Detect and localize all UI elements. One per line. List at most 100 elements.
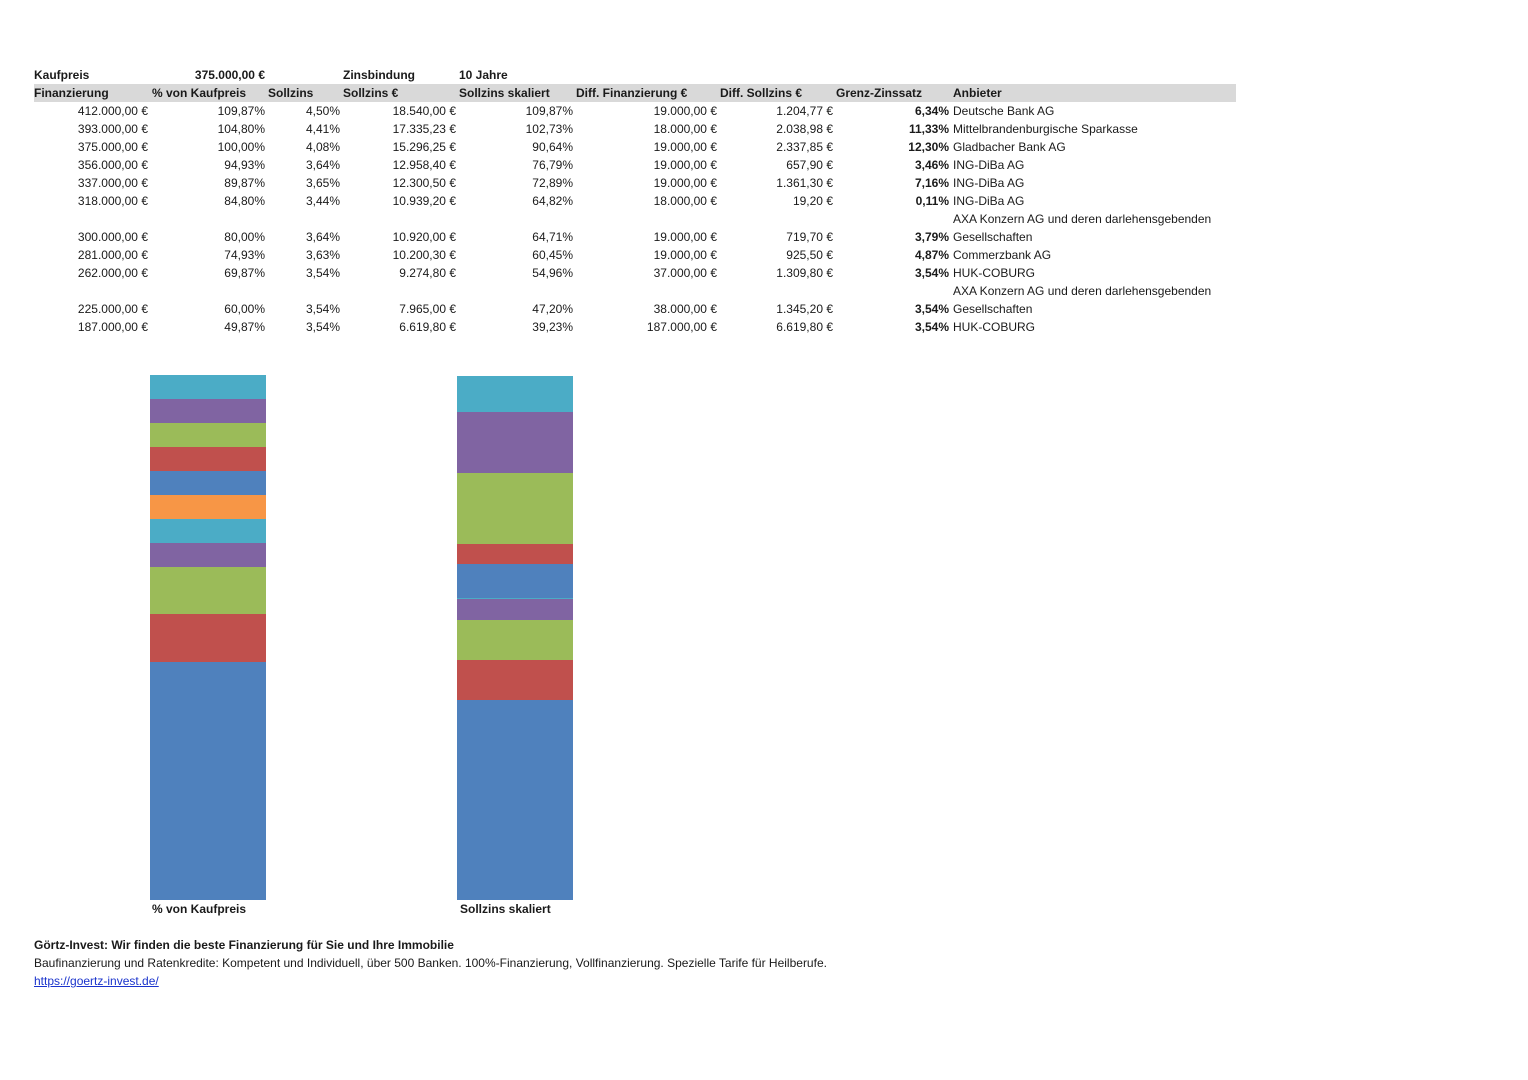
cell-pct-kaufpreis: 94,93% [224,158,265,172]
spreadsheet: Kaufpreis 375.000,00 € Zinsbindung 10 Ja… [34,66,1236,336]
table-row: 337.000,00 € 89,87% 3,65% 12.300,50 € 72… [34,174,1236,192]
table-row: 412.000,00 € 109,87% 4,50% 18.540,00 € 1… [34,102,1236,120]
header-diff-sollzins: Diff. Sollzins € [720,86,803,100]
cell-diff-sollzins: 1.361,30 € [776,176,833,190]
cell-anbieter: Mittelbrandenburgische Sparkasse [953,122,1138,136]
cell-grenz-zinssatz: 3,54% [914,266,949,280]
cell-finanzierung: 225.000,00 € [77,302,148,316]
cell-pct-kaufpreis: 80,00% [224,230,265,244]
bar-segment [457,597,573,599]
table-row-wrap-line: AXA Konzern AG und deren darlehensgebend… [34,210,1236,228]
summary-row: Kaufpreis 375.000,00 € Zinsbindung 10 Ja… [34,66,1236,84]
bar-segment [150,494,266,520]
cell-diff-sollzins: 657,90 € [786,158,833,172]
header-finanzierung: Finanzierung [34,86,109,100]
cell-anbieter: ING-DiBa AG [953,194,1025,208]
cell-anbieter: Commerzbank AG [953,248,1052,262]
bar-segment [457,376,573,413]
cell-finanzierung: 300.000,00 € [77,230,148,244]
cell-anbieter-line1: AXA Konzern AG und deren darlehensgebend… [953,212,1212,226]
cell-finanzierung: 187.000,00 € [77,320,148,334]
cell-diff-finanzierung: 37.000,00 € [653,266,717,280]
cell-sollzins: 3,44% [305,194,340,208]
header-sollzins-eur: Sollzins € [343,86,399,100]
bar-segment [457,412,573,474]
cell-anbieter: Gesellschaften [953,230,1033,244]
cell-sollzins: 3,54% [305,320,340,334]
cell-pct-kaufpreis: 109,87% [217,104,265,118]
cell-diff-finanzierung: 187.000,00 € [646,320,717,334]
cell-grenz-zinssatz: 4,87% [914,248,949,262]
cell-diff-finanzierung: 19.000,00 € [653,248,717,262]
cell-anbieter: ING-DiBa AG [953,176,1025,190]
bar-segment [150,423,266,448]
cell-sollzins: 3,54% [305,266,340,280]
cell-sollzins-eur: 15.296,25 € [392,140,456,154]
cell-anbieter: HUK-COBURG [953,266,1036,280]
cell-grenz-zinssatz: 11,33% [908,122,949,136]
header-grenz-zinssatz: Grenz-Zinssatz [836,86,923,100]
bar-segment [457,473,573,544]
cell-diff-finanzierung: 19.000,00 € [653,230,717,244]
cell-finanzierung: 318.000,00 € [77,194,148,208]
footer-title: Görtz-Invest: Wir finden die beste Finan… [34,938,454,952]
header-anbieter: Anbieter [953,86,1002,100]
stacked-bar-pct-kaufpreis [150,375,266,900]
cell-diff-finanzierung: 38.000,00 € [653,302,717,316]
cell-finanzierung: 262.000,00 € [77,266,148,280]
cell-sollzins: 4,41% [305,122,340,136]
table-row: 281.000,00 € 74,93% 3,63% 10.200,30 € 60… [34,246,1236,264]
cell-sollzins: 3,64% [305,230,340,244]
cell-grenz-zinssatz: 3,54% [914,320,949,334]
cell-anbieter: Gladbacher Bank AG [953,140,1066,154]
kaufpreis-value: 375.000,00 € [194,68,265,82]
cell-diff-sollzins: 2.337,85 € [776,140,833,154]
table-row: 225.000,00 € 60,00% 3,54% 7.965,00 € 47,… [34,300,1236,318]
cell-sollzins-eur: 18.540,00 € [392,104,456,118]
cell-sollzins-skaliert: 109,87% [525,104,573,118]
bar-segment [457,700,573,900]
cell-sollzins-eur: 12.958,40 € [392,158,456,172]
cell-diff-finanzierung: 19.000,00 € [653,140,717,154]
bar-segment [457,543,573,564]
header-diff-finanzierung: Diff. Finanzierung € [576,86,688,100]
bar-segment [150,375,266,399]
cell-diff-sollzins: 6.619,80 € [776,320,833,334]
kaufpreis-label: Kaufpreis [34,68,90,82]
cell-sollzins-eur: 7.965,00 € [399,302,456,316]
cell-finanzierung: 356.000,00 € [77,158,148,172]
table-row: 300.000,00 € 80,00% 3,64% 10.920,00 € 64… [34,228,1236,246]
cell-sollzins: 4,08% [305,140,340,154]
bar-segment [457,620,573,660]
cell-anbieter-line1: AXA Konzern AG und deren darlehensgebend… [953,284,1212,298]
cell-sollzins-skaliert: 90,64% [532,140,573,154]
cell-diff-sollzins: 1.345,20 € [776,302,833,316]
cell-grenz-zinssatz: 6,34% [914,104,949,118]
bar-segment [150,662,266,900]
cell-sollzins-eur: 6.619,80 € [399,320,456,334]
cell-sollzins: 3,64% [305,158,340,172]
cell-pct-kaufpreis: 74,93% [224,248,265,262]
cell-sollzins-skaliert: 54,96% [532,266,573,280]
cell-anbieter: ING-DiBa AG [953,158,1025,172]
table-row-wrap-line: AXA Konzern AG und deren darlehensgebend… [34,282,1236,300]
table-row: 393.000,00 € 104,80% 4,41% 17.335,23 € 1… [34,120,1236,138]
cell-sollzins-eur: 10.200,30 € [392,248,456,262]
cell-pct-kaufpreis: 60,00% [224,302,265,316]
cell-grenz-zinssatz: 3,46% [914,158,949,172]
table-header: Finanzierung % von Kaufpreis Sollzins So… [34,84,1236,102]
bar-segment [457,563,573,598]
cell-diff-sollzins: 1.309,80 € [776,266,833,280]
cell-pct-kaufpreis: 100,00% [217,140,265,154]
cell-anbieter: Deutsche Bank AG [953,104,1055,118]
cell-diff-finanzierung: 18.000,00 € [653,194,717,208]
cell-pct-kaufpreis: 69,87% [224,266,265,280]
footer-link[interactable]: https://goertz-invest.de/ [34,974,159,988]
cell-sollzins-skaliert: 39,23% [532,320,573,334]
cell-diff-finanzierung: 19.000,00 € [653,158,717,172]
cell-sollzins-skaliert: 76,79% [532,158,573,172]
cell-sollzins-skaliert: 64,82% [532,194,573,208]
bar-segment [150,566,266,614]
cell-sollzins-eur: 17.335,23 € [392,122,456,136]
cell-anbieter: Gesellschaften [953,302,1033,316]
